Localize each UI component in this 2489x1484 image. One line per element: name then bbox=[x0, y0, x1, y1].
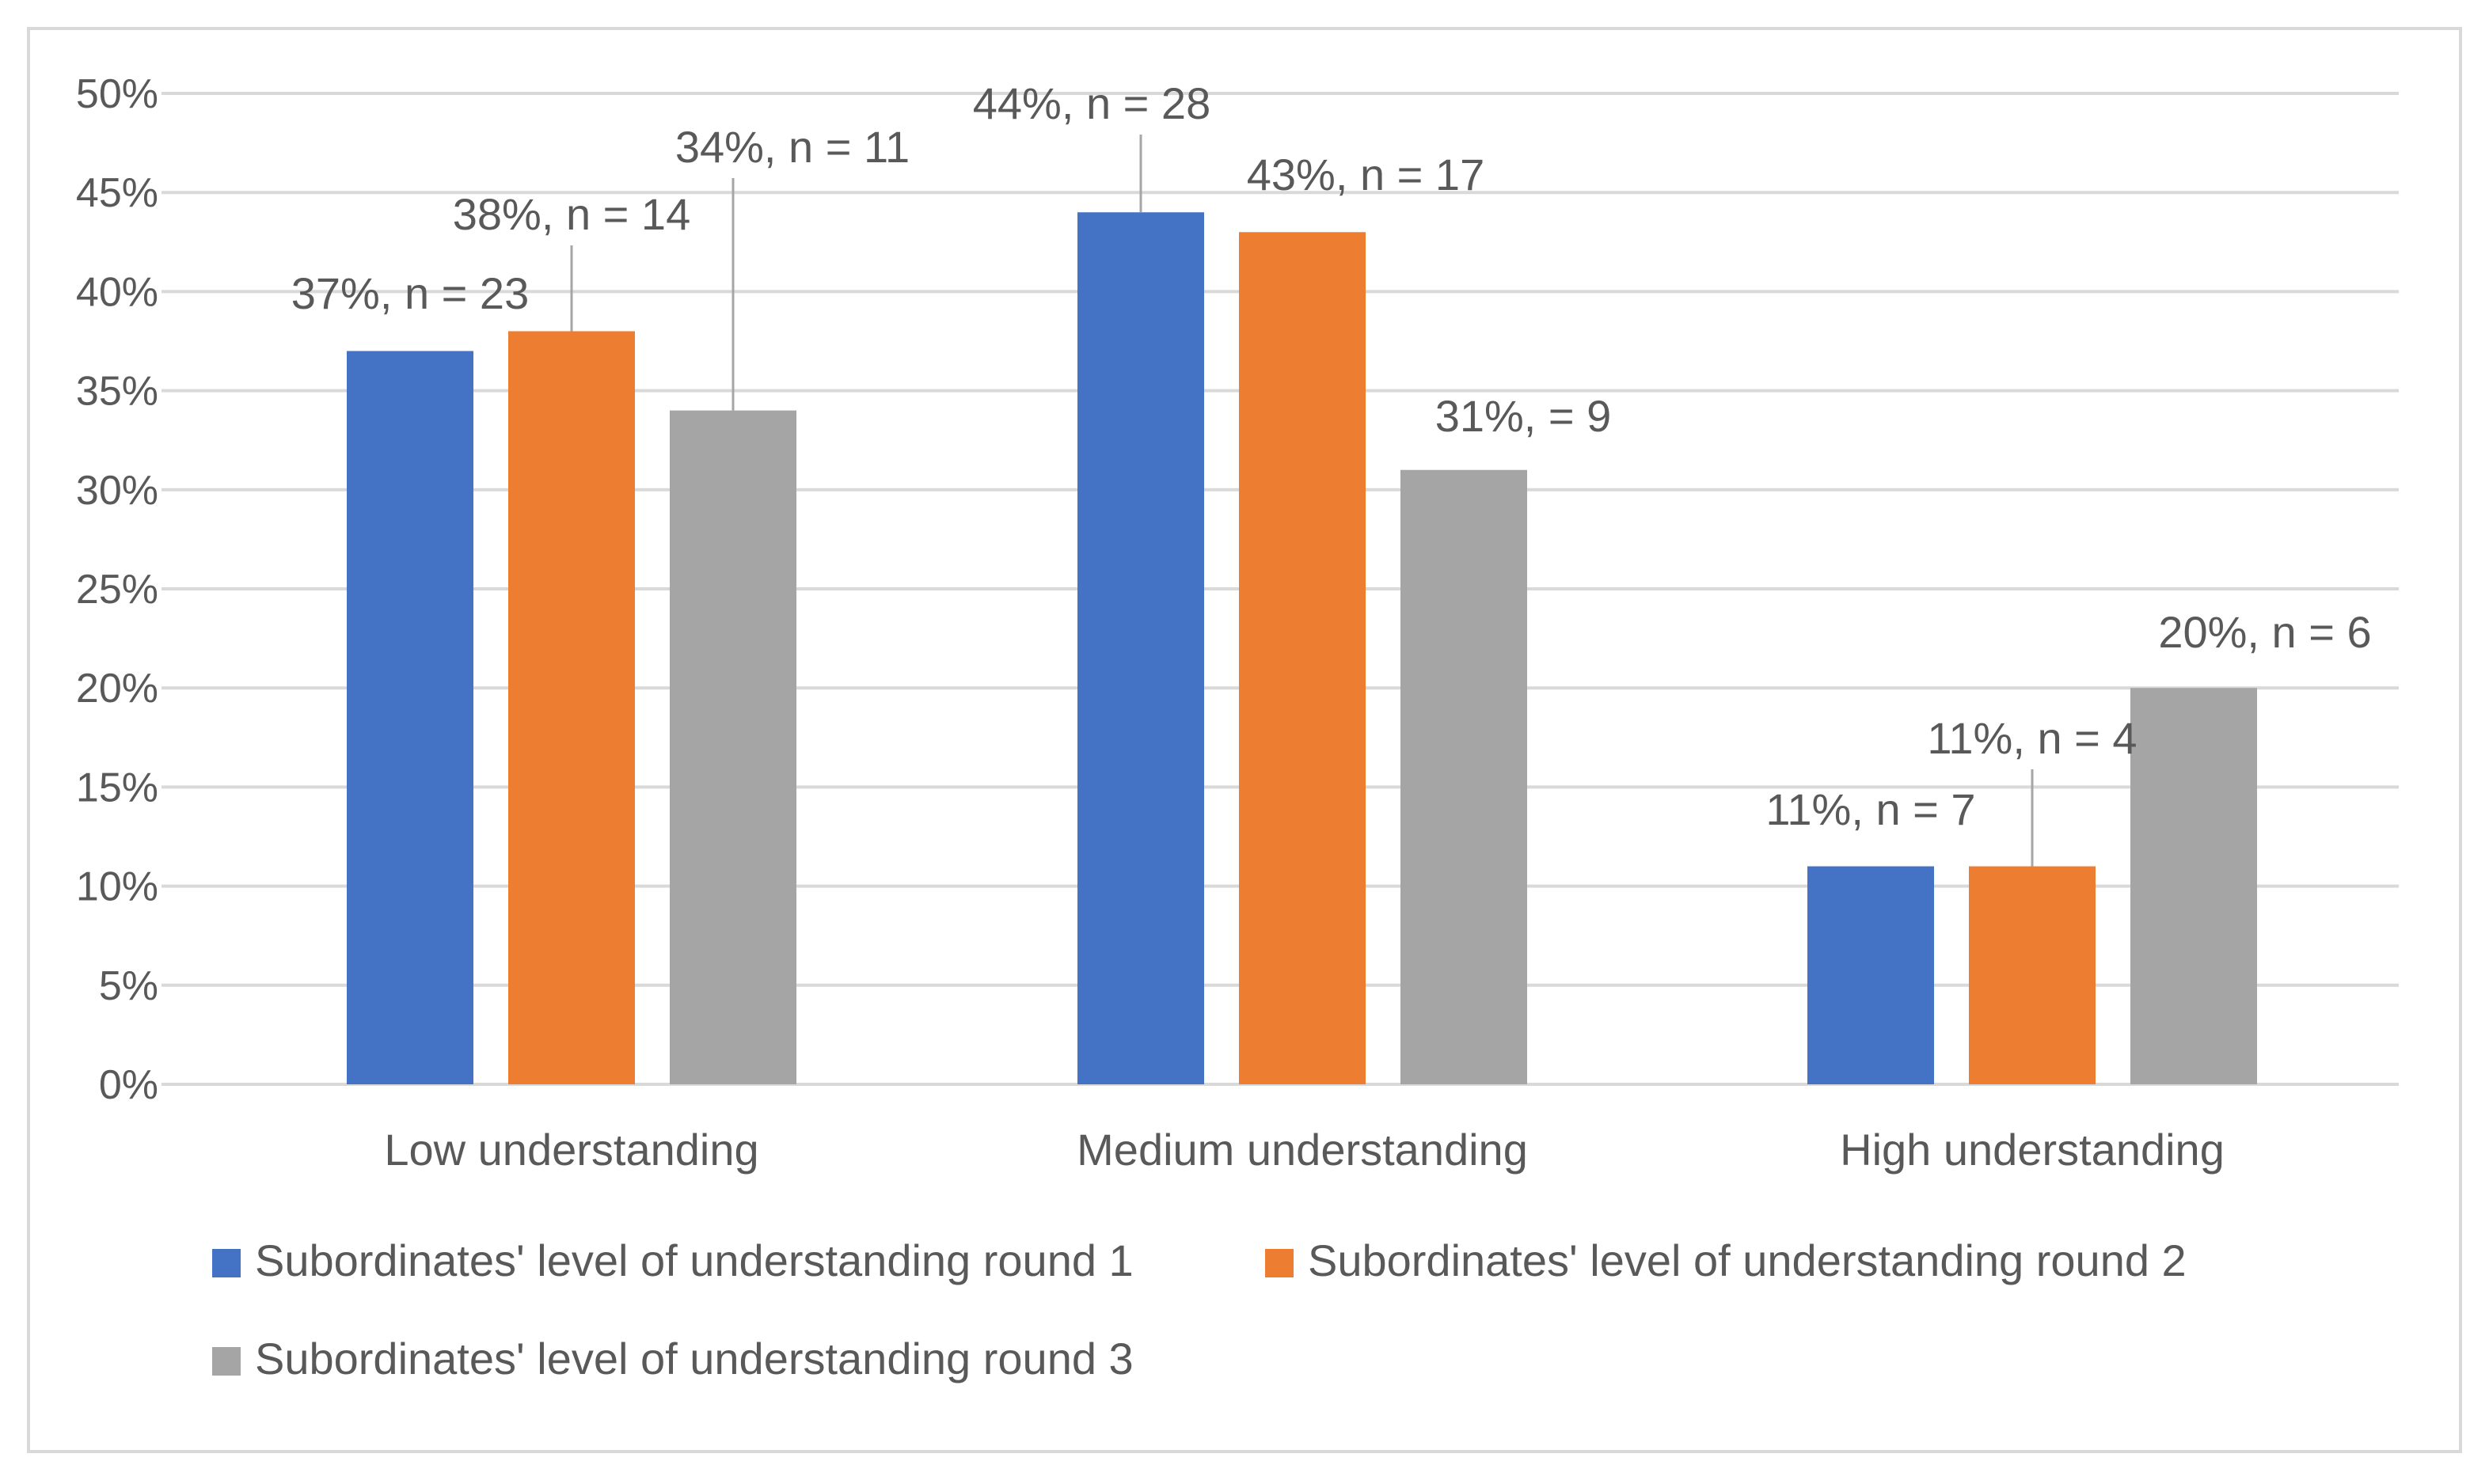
bar bbox=[508, 331, 635, 1085]
data-label: 11%, n = 4 bbox=[1927, 713, 2137, 763]
x-tick-label: High understanding bbox=[1840, 1125, 2225, 1175]
legend-swatch bbox=[1265, 1249, 1294, 1277]
y-tick-label: 25% bbox=[76, 567, 158, 613]
y-tick-label: 40% bbox=[76, 269, 158, 315]
legend-label: Subordinates' level of understanding rou… bbox=[1308, 1235, 2187, 1285]
data-label: 44%, n = 28 bbox=[973, 78, 1210, 128]
x-tick-label: Low understanding bbox=[384, 1125, 758, 1175]
legend-label: Subordinates' level of understanding rou… bbox=[255, 1334, 1134, 1383]
y-tick-label: 30% bbox=[76, 468, 158, 514]
data-label: 20%, n = 6 bbox=[2158, 607, 2371, 657]
y-tick-label: 10% bbox=[76, 864, 158, 910]
legend-swatch bbox=[212, 1347, 241, 1376]
bar bbox=[1807, 866, 1934, 1084]
y-tick-label: 5% bbox=[99, 963, 158, 1009]
bar bbox=[1239, 232, 1366, 1084]
bar bbox=[2130, 688, 2257, 1084]
data-label: 11%, n = 7 bbox=[1765, 784, 1975, 834]
x-tick-label: Medium understanding bbox=[1077, 1125, 1528, 1175]
x-axis-category-labels: Low understanding Medium understanding Hig… bbox=[384, 1125, 2224, 1175]
leader-lines bbox=[570, 135, 2034, 867]
y-tick-label: 0% bbox=[99, 1062, 158, 1108]
y-tick-label: 15% bbox=[76, 765, 158, 810]
data-labels: 37%, n = 23 38%, n = 14 34%, n = 11 44%, n … bbox=[291, 78, 2372, 834]
y-tick-label: 20% bbox=[76, 666, 158, 712]
legend-label: Subordinates' level of understanding rou… bbox=[255, 1235, 1134, 1285]
bars bbox=[347, 212, 2257, 1085]
data-label: 34%, n = 11 bbox=[675, 122, 910, 172]
bar bbox=[1969, 866, 2096, 1084]
bar bbox=[1077, 212, 1204, 1084]
bar bbox=[347, 351, 473, 1084]
y-tick-label: 50% bbox=[76, 71, 158, 117]
y-tick-label: 45% bbox=[76, 170, 158, 216]
data-label: 43%, n = 17 bbox=[1247, 150, 1484, 199]
legend-swatch bbox=[212, 1249, 241, 1277]
y-tick-label: 35% bbox=[76, 369, 158, 415]
bar bbox=[670, 410, 796, 1084]
data-label: 37%, n = 23 bbox=[291, 268, 529, 318]
bar bbox=[1400, 469, 1527, 1084]
y-axis-tick-labels: 0% 5% 10% 15% 20% 25% 30% 35% 40% 45% 50% bbox=[76, 71, 158, 1108]
legend: Subordinates' level of understanding rou… bbox=[212, 1235, 2187, 1383]
data-label: 38%, n = 14 bbox=[453, 189, 690, 239]
data-label: 31%, = 9 bbox=[1435, 391, 1612, 441]
